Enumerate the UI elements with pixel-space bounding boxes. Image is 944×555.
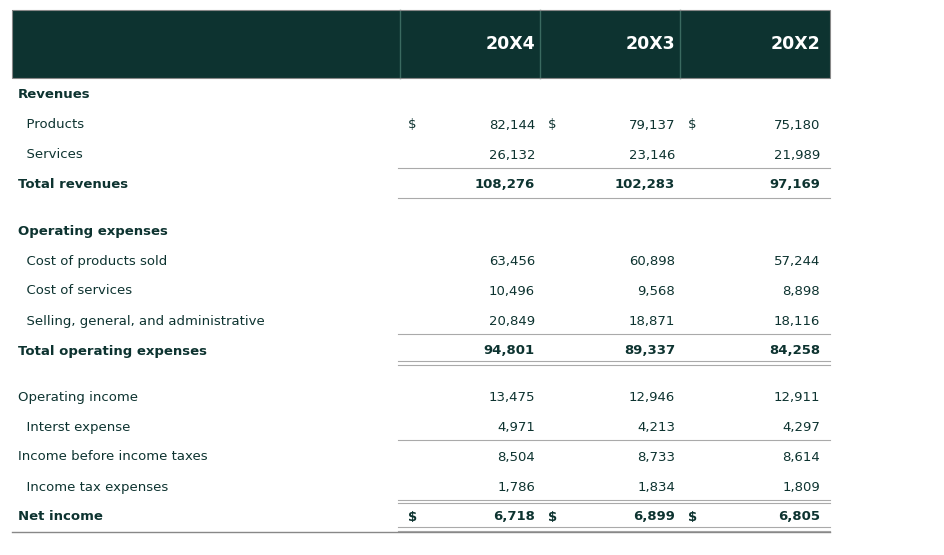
Text: 26,132: 26,132 (488, 149, 534, 162)
Text: 21,989: 21,989 (773, 149, 819, 162)
Text: Operating income: Operating income (18, 391, 138, 403)
Text: 4,213: 4,213 (636, 421, 674, 433)
Text: 75,180: 75,180 (773, 119, 819, 132)
Text: 20X2: 20X2 (769, 35, 819, 53)
Text: 63,456: 63,456 (488, 255, 534, 268)
Text: 82,144: 82,144 (488, 119, 534, 132)
Text: Cost of services: Cost of services (18, 285, 132, 297)
Text: 4,971: 4,971 (497, 421, 534, 433)
Text: 8,733: 8,733 (636, 451, 674, 463)
Text: 1,786: 1,786 (497, 481, 534, 493)
Text: Income before income taxes: Income before income taxes (18, 451, 208, 463)
Text: 20X3: 20X3 (625, 35, 674, 53)
Text: 60,898: 60,898 (629, 255, 674, 268)
Text: 20X4: 20X4 (485, 35, 534, 53)
Text: 4,297: 4,297 (782, 421, 819, 433)
Text: 8,898: 8,898 (782, 285, 819, 297)
Text: 79,137: 79,137 (628, 119, 674, 132)
Text: 8,614: 8,614 (782, 451, 819, 463)
Text: $: $ (687, 119, 696, 132)
Text: 10,496: 10,496 (488, 285, 534, 297)
Text: Products: Products (18, 119, 84, 132)
Text: 84,258: 84,258 (768, 345, 819, 357)
Text: 57,244: 57,244 (773, 255, 819, 268)
Text: Income tax expenses: Income tax expenses (18, 481, 168, 493)
Text: 6,805: 6,805 (777, 511, 819, 523)
Text: 23,146: 23,146 (628, 149, 674, 162)
Text: $: $ (548, 119, 556, 132)
Text: Interst expense: Interst expense (18, 421, 130, 433)
Text: 9,568: 9,568 (636, 285, 674, 297)
Bar (12, 10, 829, 78)
Text: 12,946: 12,946 (628, 391, 674, 403)
Text: Services: Services (18, 149, 83, 162)
Text: $: $ (408, 511, 416, 523)
Text: 6,899: 6,899 (632, 511, 674, 523)
Text: Operating expenses: Operating expenses (18, 225, 168, 238)
Text: 97,169: 97,169 (768, 179, 819, 191)
Text: 12,911: 12,911 (773, 391, 819, 403)
Text: $: $ (548, 511, 557, 523)
Text: $: $ (408, 119, 416, 132)
Text: 13,475: 13,475 (488, 391, 534, 403)
Text: Revenues: Revenues (18, 88, 91, 102)
Bar (12, 10, 829, 78)
Text: 108,276: 108,276 (474, 179, 534, 191)
Text: 102,283: 102,283 (615, 179, 674, 191)
Text: 8,504: 8,504 (497, 451, 534, 463)
Text: 1,809: 1,809 (782, 481, 819, 493)
Text: $: $ (687, 511, 697, 523)
Text: Cost of products sold: Cost of products sold (18, 255, 167, 268)
Text: 18,116: 18,116 (773, 315, 819, 327)
Text: Total revenues: Total revenues (18, 179, 128, 191)
Text: 18,871: 18,871 (628, 315, 674, 327)
Text: Selling, general, and administrative: Selling, general, and administrative (18, 315, 264, 327)
Text: Net income: Net income (18, 511, 103, 523)
Text: Total operating expenses: Total operating expenses (18, 345, 207, 357)
Text: 6,718: 6,718 (493, 511, 534, 523)
Text: 94,801: 94,801 (483, 345, 534, 357)
Text: 1,834: 1,834 (636, 481, 674, 493)
Text: 89,337: 89,337 (623, 345, 674, 357)
Text: 20,849: 20,849 (488, 315, 534, 327)
